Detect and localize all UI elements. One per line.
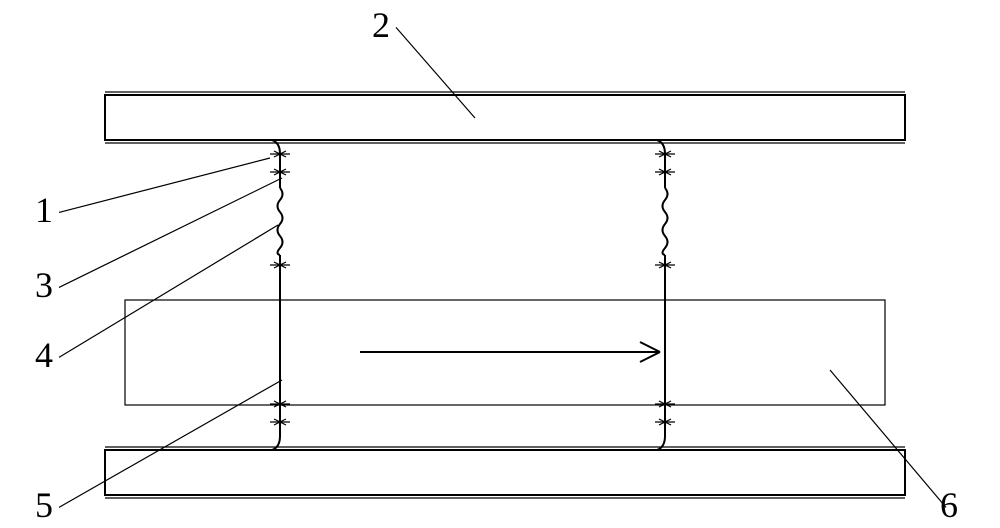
label-6: 6: [940, 484, 958, 526]
label-1: 1: [35, 189, 53, 231]
diagram-canvas: [0, 0, 1000, 528]
label-5: 5: [35, 484, 53, 526]
label-2: 2: [372, 4, 390, 46]
label-4: 4: [35, 334, 53, 376]
label-3: 3: [35, 264, 53, 306]
